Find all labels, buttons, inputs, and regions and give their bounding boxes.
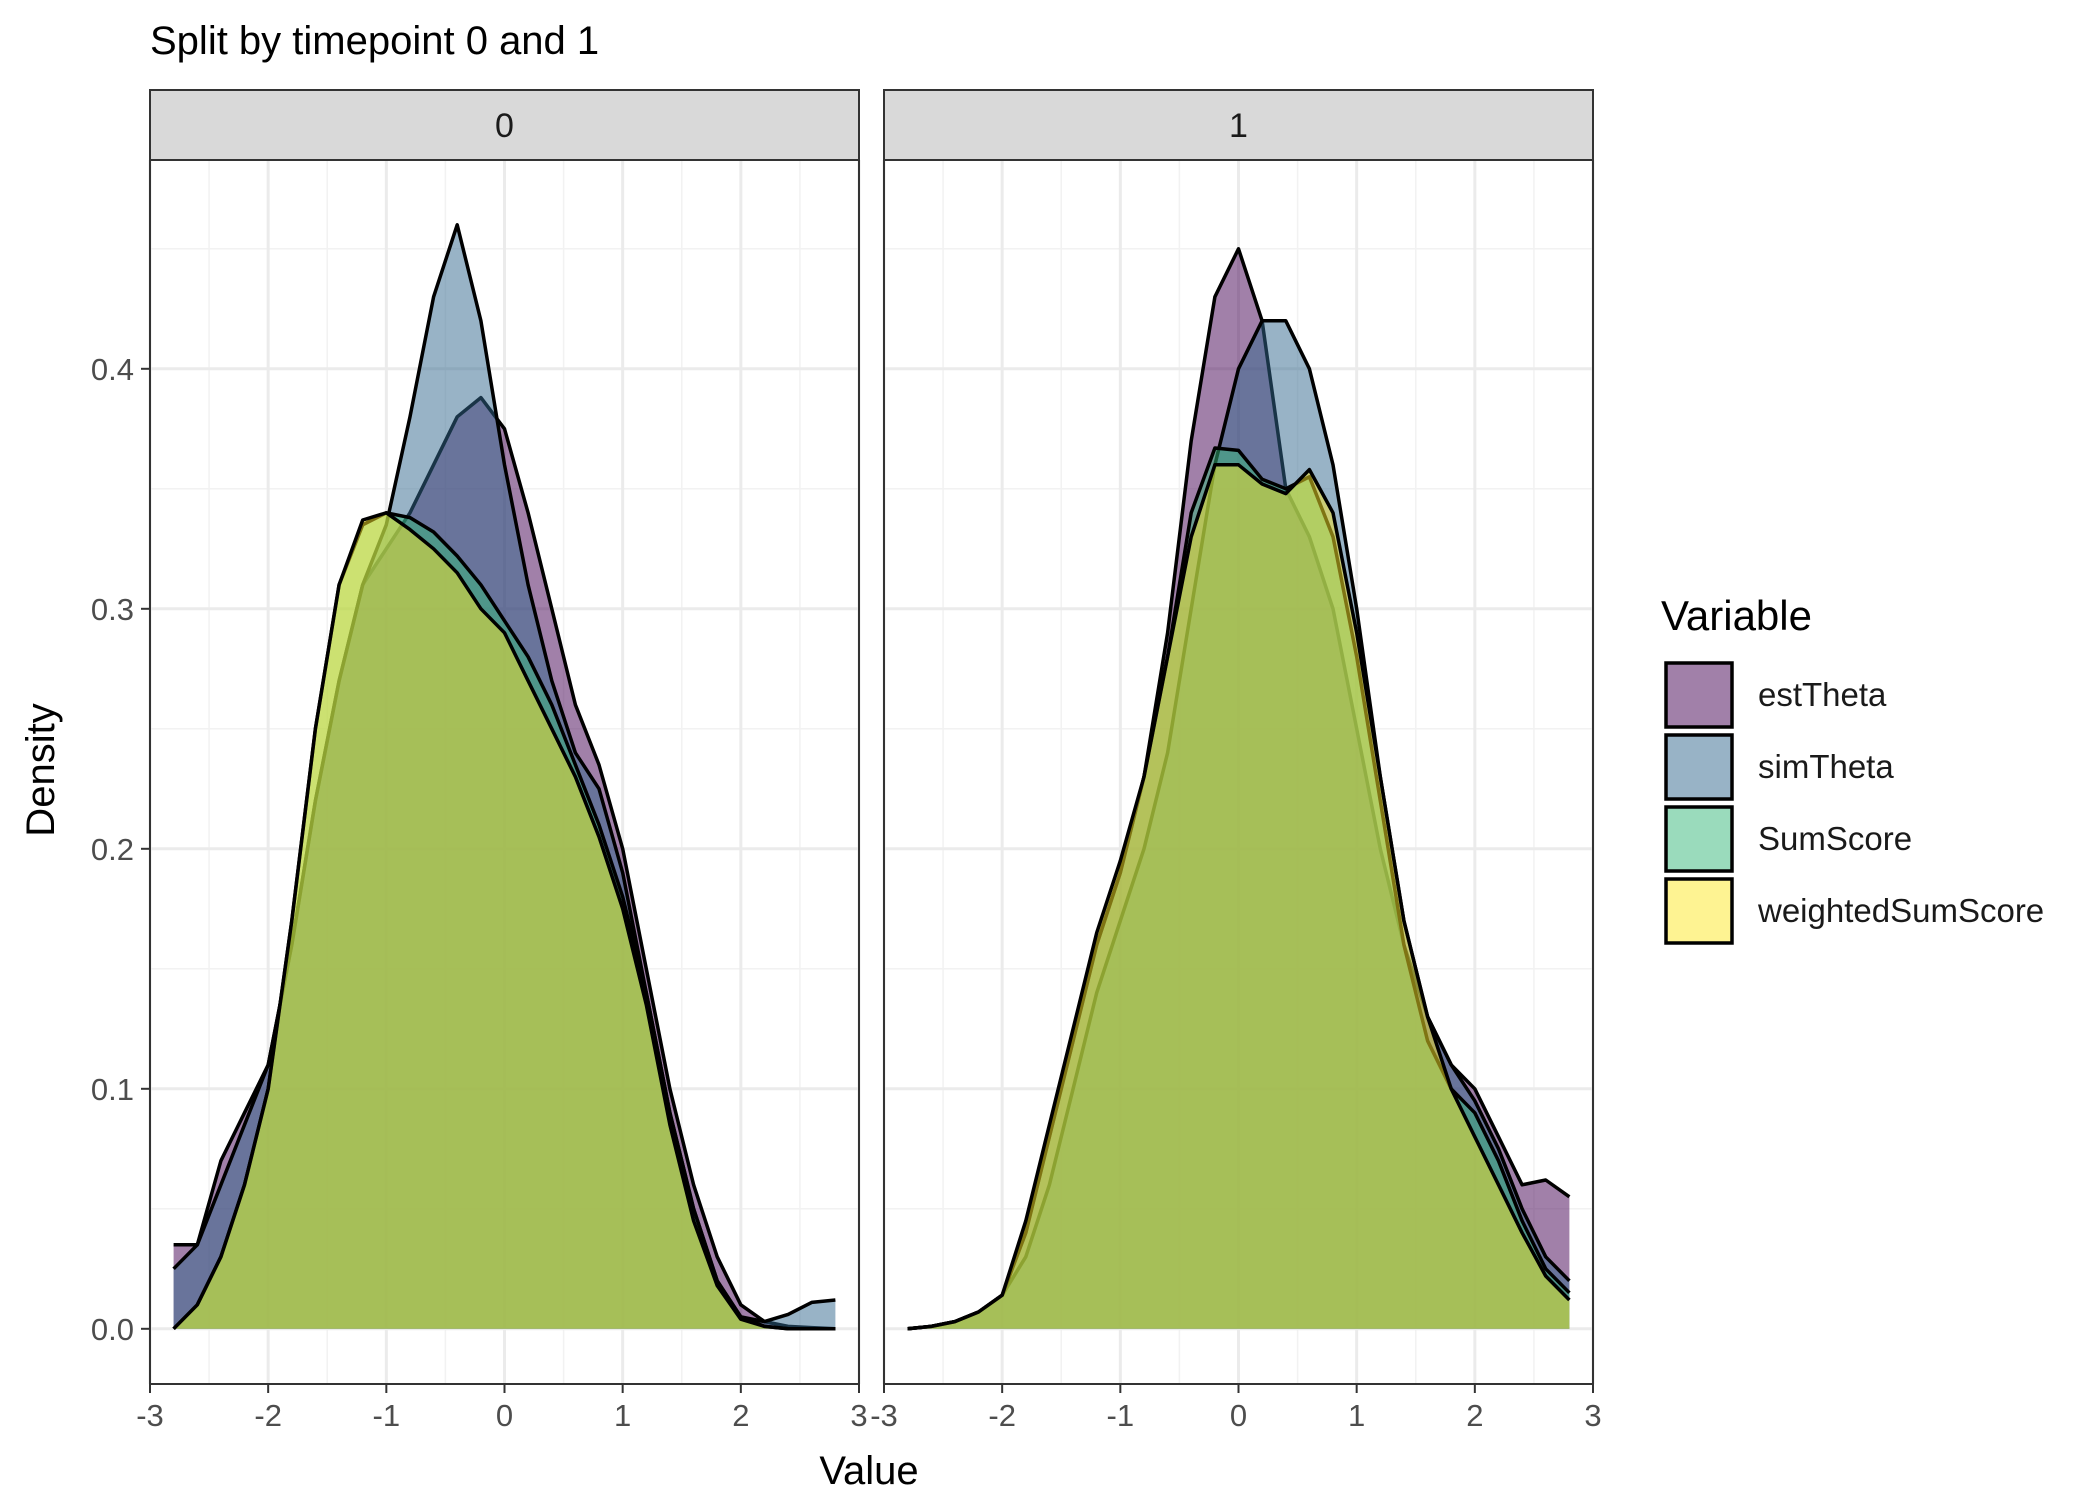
- facet-strip: [149, 89, 860, 161]
- y-axis-label: Density: [19, 703, 63, 836]
- facet-panels: 0 -3 -2 -1 0 1 2 3 0.0 0.1 0.2 0.3 0.4 1 -3 -2 -1 0 1 2 3: [91, 89, 1602, 1433]
- x-tick-label: 1: [614, 1398, 631, 1433]
- legend-key-estTheta: [1664, 661, 1734, 729]
- x-tick-label: -3: [870, 1398, 898, 1433]
- facet-strip: [883, 89, 1594, 161]
- legend-label-SumScore: SumScore: [1758, 820, 1912, 857]
- legend-title: Variable: [1661, 592, 1812, 639]
- y-tick-label: 0.0: [91, 1312, 134, 1347]
- x-tick-label: 0: [1230, 1398, 1247, 1433]
- facet-panel-0: 0 -3 -2 -1 0 1 2 3 0.0 0.1 0.2 0.3 0.4: [91, 89, 868, 1433]
- x-tick-label: 3: [850, 1398, 867, 1433]
- legend-label-estTheta: estTheta: [1758, 676, 1887, 713]
- y-tick-label: 0.2: [91, 832, 134, 867]
- density-area-weightedSumScore: [907, 464, 1570, 1329]
- legend-label-weightedSumScore: weightedSumScore: [1757, 892, 2044, 929]
- legend-key-SumScore: [1664, 805, 1734, 873]
- x-tick-label: 2: [732, 1398, 749, 1433]
- legend-key-simTheta: [1664, 733, 1734, 801]
- density-line-weightedSumScore: [907, 463, 1571, 1331]
- x-tick-label: 2: [1466, 1398, 1483, 1433]
- x-tick-label: 1: [1348, 1398, 1365, 1433]
- chart-title: Split by timepoint 0 and 1: [150, 19, 599, 63]
- facet-panel-1: 1 -3 -2 -1 0 1 2 3: [870, 89, 1602, 1433]
- density-area-weightedSumScore: [173, 512, 836, 1329]
- x-tick-label: -1: [1107, 1398, 1135, 1433]
- legend-label-simTheta: simTheta: [1758, 748, 1894, 785]
- x-tick-label: -2: [254, 1398, 282, 1433]
- facet-strip-label: 0: [495, 107, 514, 145]
- y-tick-label: 0.4: [91, 352, 134, 387]
- x-tick-label: -1: [373, 1398, 401, 1433]
- x-tick-label: 3: [1584, 1398, 1601, 1433]
- y-tick-label: 0.1: [91, 1072, 134, 1107]
- legend: Variable estTheta simTheta SumScore weighte…: [1661, 592, 2044, 945]
- legend-key-weightedSumScore: [1664, 877, 1734, 945]
- x-tick-label: -2: [988, 1398, 1016, 1433]
- x-tick-label: 0: [496, 1398, 513, 1433]
- facet-strip-label: 1: [1229, 107, 1248, 145]
- y-tick-label: 0.3: [91, 592, 134, 627]
- x-axis-label: Value: [819, 1449, 918, 1493]
- density-line-weightedSumScore: [172, 511, 836, 1331]
- x-tick-label: -3: [136, 1398, 164, 1433]
